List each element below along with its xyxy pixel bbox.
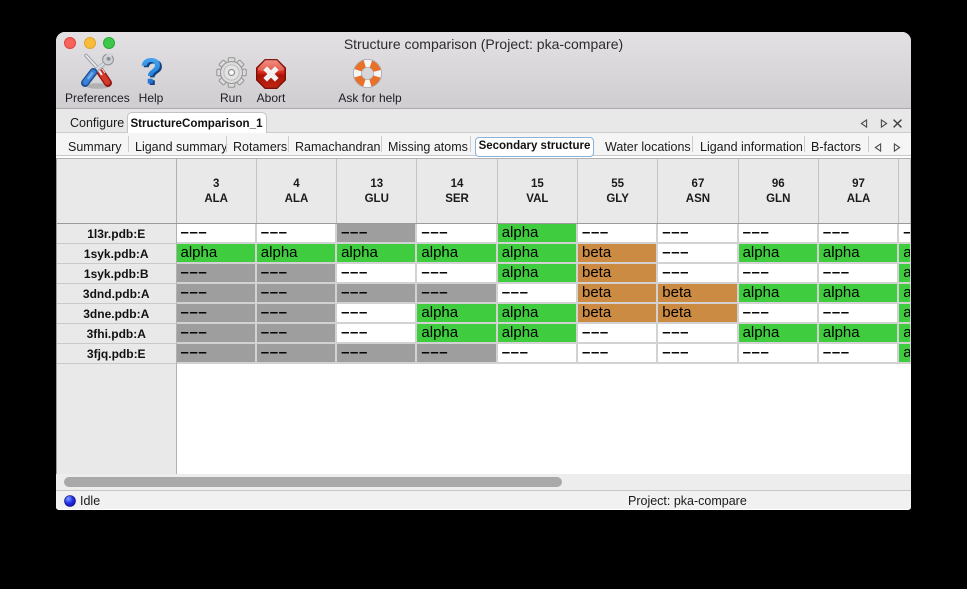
svg-text:?: ? [140,58,162,90]
svg-text:?: ? [142,58,164,90]
